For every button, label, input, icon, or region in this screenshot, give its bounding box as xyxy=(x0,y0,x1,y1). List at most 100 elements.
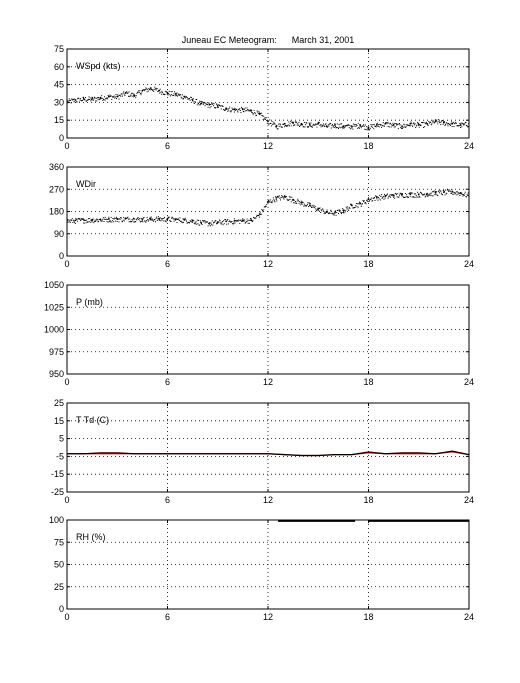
wdir-point xyxy=(88,220,90,222)
wspd-point xyxy=(248,110,250,112)
wdir-point xyxy=(413,193,415,195)
rh-ytick-label: 25 xyxy=(54,582,64,592)
wspd-sample-point xyxy=(334,124,336,126)
wspd-point xyxy=(465,122,467,124)
wspd-point xyxy=(116,98,118,100)
wdir-point xyxy=(80,219,82,221)
wdir-point xyxy=(227,218,229,220)
wdir-point xyxy=(136,219,138,221)
wspd-point xyxy=(169,94,171,96)
wdir-point xyxy=(246,218,248,220)
wspd-point xyxy=(385,122,387,124)
wdir-point xyxy=(363,200,365,202)
wdir-point xyxy=(331,212,333,214)
wdir-point xyxy=(436,191,438,193)
wdir-sample-point xyxy=(275,197,278,199)
wspd-point xyxy=(339,123,341,125)
wdir-point xyxy=(241,220,243,222)
wspd-sample-point xyxy=(325,125,328,128)
pressure-xtick-label: 0 xyxy=(64,377,69,387)
wspd-point xyxy=(337,127,339,129)
wspd-point xyxy=(145,88,147,90)
wspd-ytick-label: 15 xyxy=(54,115,64,125)
wdir-point xyxy=(282,195,284,197)
wspd-point xyxy=(439,122,441,124)
wspd-point xyxy=(354,124,356,126)
wdir-point xyxy=(343,209,345,211)
wspd-point xyxy=(422,122,424,124)
wspd-point xyxy=(425,122,427,124)
wdir-point xyxy=(172,218,174,220)
temp-dewpoint-xtick-label: 12 xyxy=(263,495,273,505)
wdir-point xyxy=(415,194,417,196)
wspd-point xyxy=(413,124,415,126)
wdir-point xyxy=(140,217,142,219)
wspd-point xyxy=(433,122,435,124)
wspd-point xyxy=(215,107,217,109)
wspd-point xyxy=(249,110,251,112)
wdir-point xyxy=(186,222,188,224)
wdir-point xyxy=(269,200,271,202)
wdir-point xyxy=(309,203,311,205)
wdir-point xyxy=(198,224,200,226)
wdir-point xyxy=(74,222,76,224)
wdir-point xyxy=(375,195,377,197)
rh-ytick-label: 50 xyxy=(54,560,64,570)
wspd-sample-point xyxy=(392,124,395,126)
wdir-point xyxy=(149,217,151,219)
wspd-point xyxy=(94,97,96,99)
wspd-point xyxy=(144,90,146,92)
wspd-point xyxy=(135,97,137,99)
wdir-point xyxy=(323,210,325,212)
wdir-point xyxy=(142,221,144,223)
wdir-point xyxy=(82,217,84,219)
temp-dewpoint-ytick-label: 5 xyxy=(59,434,64,444)
wspd-point xyxy=(254,113,256,115)
wspd-point xyxy=(166,91,168,93)
wspd-sample-point xyxy=(158,89,161,92)
wdir-point xyxy=(139,220,141,222)
wspd-point xyxy=(369,129,371,131)
wdir-point xyxy=(314,207,316,209)
wdir-point xyxy=(309,202,311,204)
wspd-point xyxy=(144,89,146,91)
wspd-point xyxy=(93,96,95,98)
wspd-point xyxy=(376,123,378,125)
wdir-point xyxy=(250,218,252,220)
wdir-point xyxy=(306,205,308,207)
wdir-point xyxy=(180,220,182,222)
wspd-point xyxy=(200,100,202,102)
wdir-point xyxy=(254,217,256,219)
wdir-point xyxy=(467,192,469,194)
wspd-sample-point xyxy=(451,122,454,125)
wdir-point xyxy=(95,219,97,221)
wdir-point xyxy=(451,189,453,191)
wspd-point xyxy=(432,119,434,121)
wdir-point xyxy=(406,196,408,198)
wdir-point xyxy=(248,219,250,221)
wspd-point xyxy=(72,99,74,101)
wdir-point xyxy=(237,220,239,222)
wdir-point xyxy=(183,221,185,223)
wdir-point xyxy=(290,201,292,203)
wdir-point xyxy=(410,192,412,194)
pressure-xtick-label: 24 xyxy=(464,377,474,387)
wdir-point xyxy=(384,194,386,196)
wspd-point xyxy=(68,100,70,102)
wspd-point xyxy=(229,106,231,108)
wspd-point xyxy=(309,123,311,125)
wdir-point xyxy=(377,199,379,201)
wdir-point xyxy=(202,220,204,222)
wspd-point xyxy=(258,111,260,113)
wspd-point xyxy=(135,95,137,97)
wdir-point xyxy=(215,223,217,225)
wdir-point xyxy=(439,190,441,192)
wdir-point xyxy=(455,191,457,193)
wspd-point xyxy=(305,122,307,124)
wdir-point xyxy=(272,200,274,202)
wspd-point xyxy=(433,121,435,123)
wspd-point xyxy=(315,123,317,125)
wdir-point xyxy=(393,196,395,198)
wdir-point xyxy=(297,200,299,202)
wdir-ytick-label: 0 xyxy=(59,251,64,261)
